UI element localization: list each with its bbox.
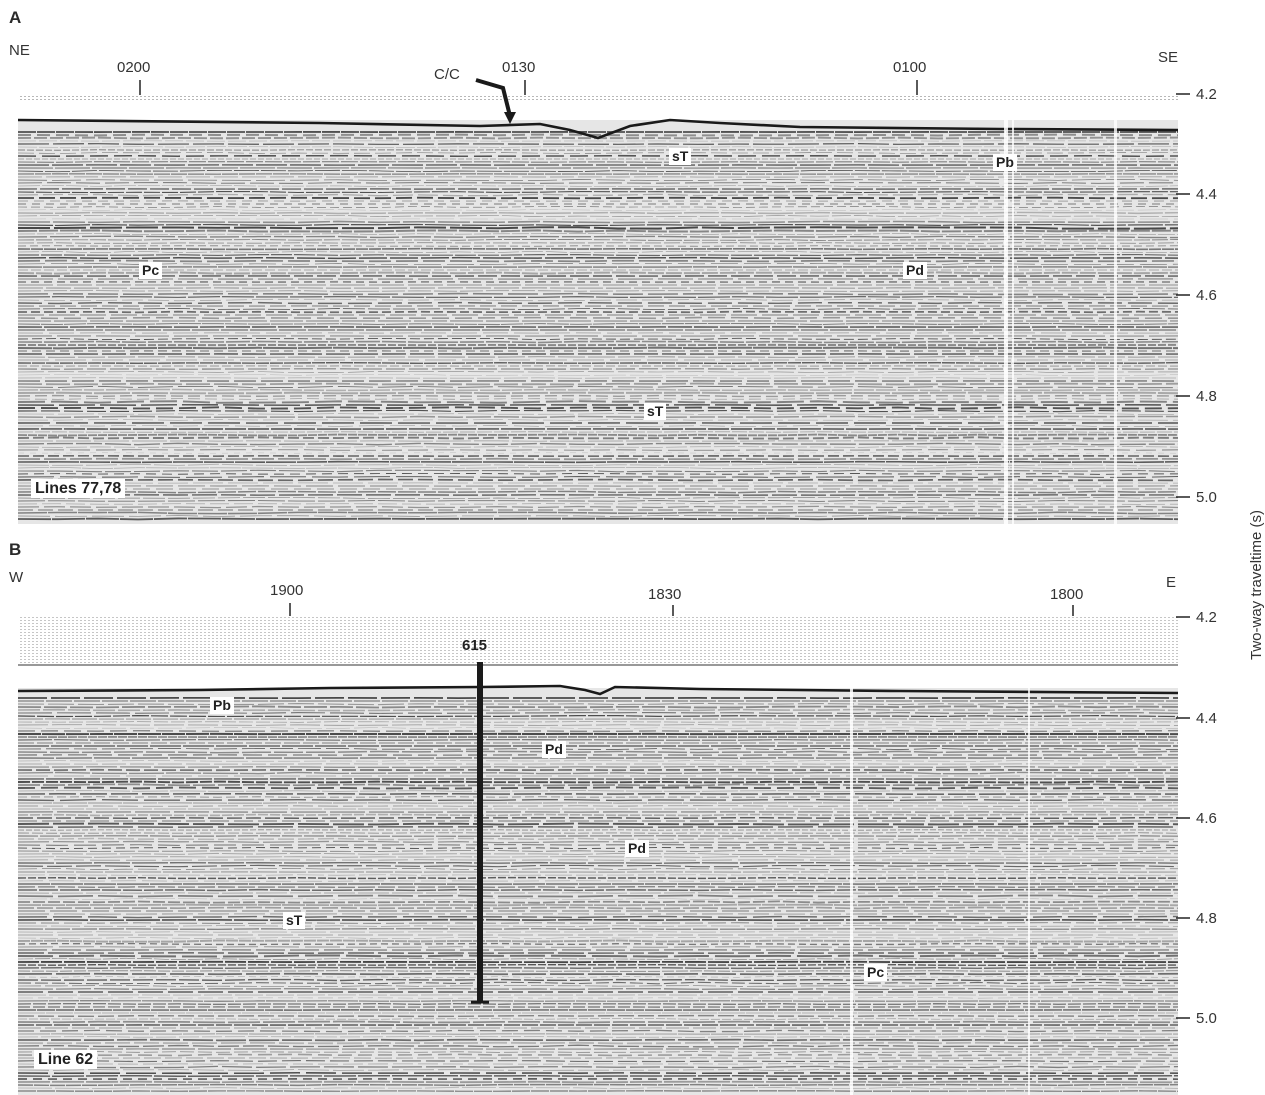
panel-a-horizon-label: sT xyxy=(669,148,692,165)
panel-a-horizon-label: Pd xyxy=(903,262,927,279)
panel-a-cc-arrow xyxy=(475,78,512,117)
panel-a-time-label: 4.6 xyxy=(1196,287,1217,304)
panel-a-cc-marker-label: C/C xyxy=(434,66,460,83)
y-axis-title: Two-way traveltime (s) xyxy=(1248,509,1265,660)
panel-b-time-label: 4.8 xyxy=(1196,910,1217,927)
panel-a-time-label: 4.2 xyxy=(1196,86,1217,103)
panel-b-shotpoint-label: 1800 xyxy=(1050,586,1084,603)
panel-a-seafloor xyxy=(17,118,1179,140)
panel-b-shotpoint-label: 1900 xyxy=(270,582,304,599)
panel-a-time-label: 4.8 xyxy=(1196,388,1217,405)
panel-a-cc-arrowhead xyxy=(504,112,516,124)
panel-b-right-direction: E xyxy=(1166,574,1177,591)
panel-a-horizon-label: Pc xyxy=(139,262,163,279)
panel-b-horizon-label: Pc xyxy=(864,964,888,981)
panel-b-left-direction: W xyxy=(9,569,24,586)
panel-a-shotpoint-label: 0100 xyxy=(893,59,927,76)
panel-a-left-direction: NE xyxy=(9,42,30,59)
panel-b-horizon-label: Pb xyxy=(210,697,234,714)
panel-b-time-label: 5.0 xyxy=(1196,1010,1217,1027)
panel-a-time-label: 5.0 xyxy=(1196,489,1217,506)
panel-b-horizon-label: Pd xyxy=(542,741,566,758)
panel-b-seismic-section xyxy=(17,603,1190,1095)
panel-b-seafloor xyxy=(17,684,1179,696)
panel-a-shotpoint-label: 0130 xyxy=(502,59,536,76)
panel-b-horizon-label: Pd xyxy=(625,840,649,857)
site-615-borehole xyxy=(477,662,483,1002)
panel-a-line-name: Lines 77,78 xyxy=(31,479,126,498)
panel-a-horizon-label: sT xyxy=(644,403,667,420)
panel-b-time-label: 4.4 xyxy=(1196,710,1217,727)
panel-a-letter: A xyxy=(9,8,22,27)
panel-b-time-label: 4.6 xyxy=(1196,810,1217,827)
panel-a-seismic-section xyxy=(17,78,1190,524)
panel-b-letter: B xyxy=(9,540,22,559)
panel-a-horizon-label: Pb xyxy=(993,154,1017,171)
panel-a-shotpoint-label: 0200 xyxy=(117,59,151,76)
site-615-label: 615 xyxy=(462,637,488,654)
panel-b-horizon-label: sT xyxy=(283,912,306,929)
panel-b-time-label: 4.2 xyxy=(1196,609,1217,626)
panel-b-shotpoint-label: 1830 xyxy=(648,586,682,603)
panel-a-time-label: 4.4 xyxy=(1196,186,1217,203)
panel-a-right-direction: SE xyxy=(1158,49,1179,66)
panel-b-line-name: Line 62 xyxy=(34,1050,98,1069)
